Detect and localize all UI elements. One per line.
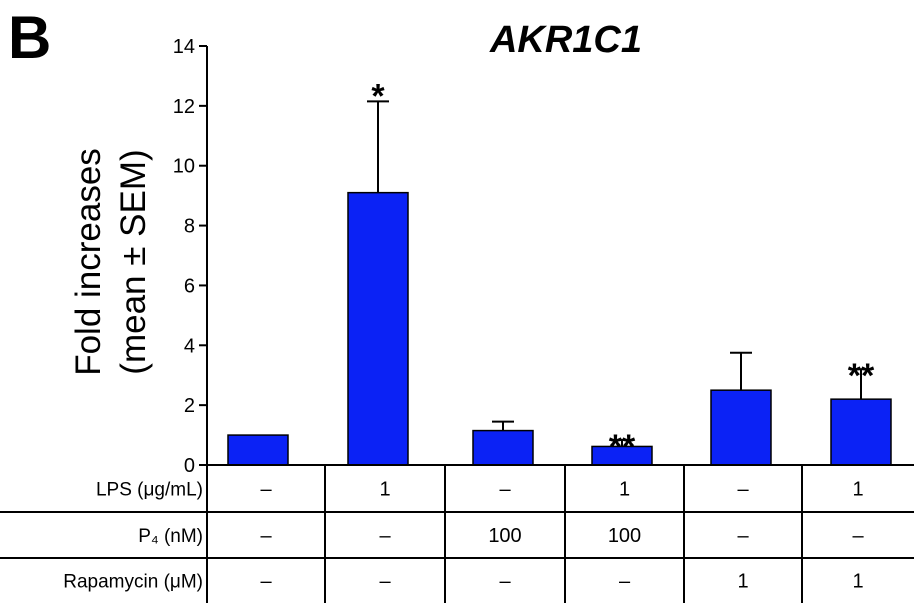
table-cell: 100 (488, 525, 521, 547)
significance-marker: ** (609, 428, 636, 466)
bars: ***** (227, 77, 892, 466)
table-cell: – (379, 571, 391, 593)
table-cell: – (260, 571, 272, 593)
table-cell: 100 (608, 525, 641, 547)
bar (830, 398, 892, 466)
bar (227, 434, 289, 466)
table-cell: – (499, 479, 511, 501)
table-cell: – (499, 571, 511, 593)
y-axis-label-line2: (mean ± SEM) (114, 149, 153, 374)
table-cell: 1 (852, 479, 863, 501)
y-axis-label: Fold increases (mean ± SEM) (69, 148, 153, 376)
y-axis-label-line1: Fold increases (69, 148, 108, 376)
y-tick-label: 12 (173, 96, 195, 118)
bar (710, 389, 772, 466)
row-label: P₄ (nM) (138, 526, 203, 547)
row-label: Rapamycin (μM) (63, 572, 203, 593)
y-tick-label: 10 (173, 156, 195, 178)
panel-letter: B (8, 4, 51, 71)
table-cell: – (260, 479, 272, 501)
table-cell: 1 (737, 571, 748, 593)
y-axis: 0 2 4 6 8 10 12 14 (173, 36, 208, 477)
row-label: LPS (μg/mL) (96, 480, 203, 501)
table-cell: 1 (379, 479, 390, 501)
condition-table: LPS (μg/mL) – 1 – 1 – 1 P₄ (nM) – – 100 100 – – Rapamy… (0, 464, 914, 603)
table-cell: – (737, 525, 749, 547)
table-cell: – (852, 525, 864, 547)
y-tick-label: 8 (184, 216, 195, 238)
table-cell: – (737, 479, 749, 501)
table-cell: – (260, 525, 272, 547)
significance-marker: * (371, 77, 385, 115)
chart-title: AKR1C1 (489, 19, 642, 61)
y-tick-label: 14 (173, 36, 195, 58)
significance-marker: ** (848, 357, 875, 395)
bar (347, 191, 409, 466)
y-tick-label: 4 (184, 335, 195, 357)
table-cell: – (619, 571, 631, 593)
table-cell: 1 (619, 479, 630, 501)
y-tick-label: 0 (184, 455, 195, 477)
y-tick-label: 6 (184, 275, 195, 297)
table-cell: 1 (852, 571, 863, 593)
bar (472, 429, 534, 466)
y-tick-label: 2 (184, 395, 195, 417)
table-cell: – (379, 525, 391, 547)
